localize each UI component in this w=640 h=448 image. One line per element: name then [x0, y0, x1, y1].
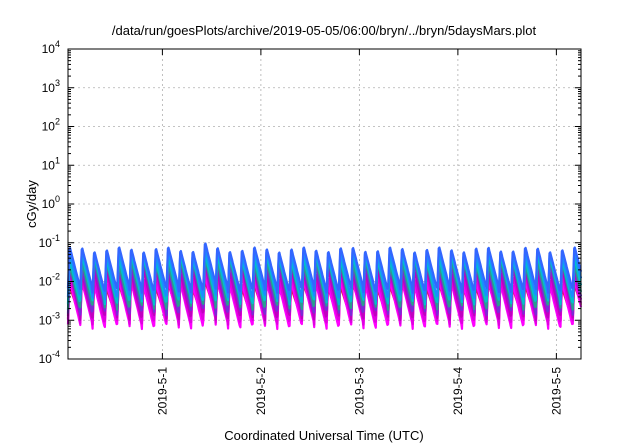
chart-title: /data/run/goesPlots/archive/2019-05-05/0…	[112, 23, 537, 38]
x-axis-label: Coordinated Universal Time (UTC)	[224, 428, 423, 443]
y-tick-label: 101	[42, 155, 60, 172]
y-axis-label: cGy/day	[24, 180, 39, 228]
x-tick-label: 2019-5-1	[155, 367, 169, 415]
series-lines	[66, 242, 583, 331]
y-tick-label: 103	[42, 78, 60, 95]
x-tick-label: 2019-5-5	[549, 367, 563, 415]
y-tick-label: 10-4	[39, 349, 60, 366]
y-tick-label: 104	[42, 39, 60, 56]
x-tick-label: 2019-5-3	[352, 367, 366, 415]
y-tick-label: 10-2	[39, 272, 60, 289]
x-axis-ticks: 2019-5-1 2019-5-2 2019-5-3 2019-5-4 2019-5-5	[155, 49, 563, 415]
y-tick-label: 10-1	[39, 233, 60, 250]
series-line	[66, 242, 583, 294]
y-tick-label: 102	[42, 117, 60, 134]
y-axis-ticks: 10-4 10-3 10-2 10-1 100 101 102 103 104	[39, 39, 581, 366]
y-tick-label: 10-3	[39, 310, 60, 327]
y-tick-label: 100	[42, 194, 60, 211]
x-tick-label: 2019-5-4	[451, 367, 465, 415]
x-tick-label: 2019-5-2	[254, 367, 268, 415]
